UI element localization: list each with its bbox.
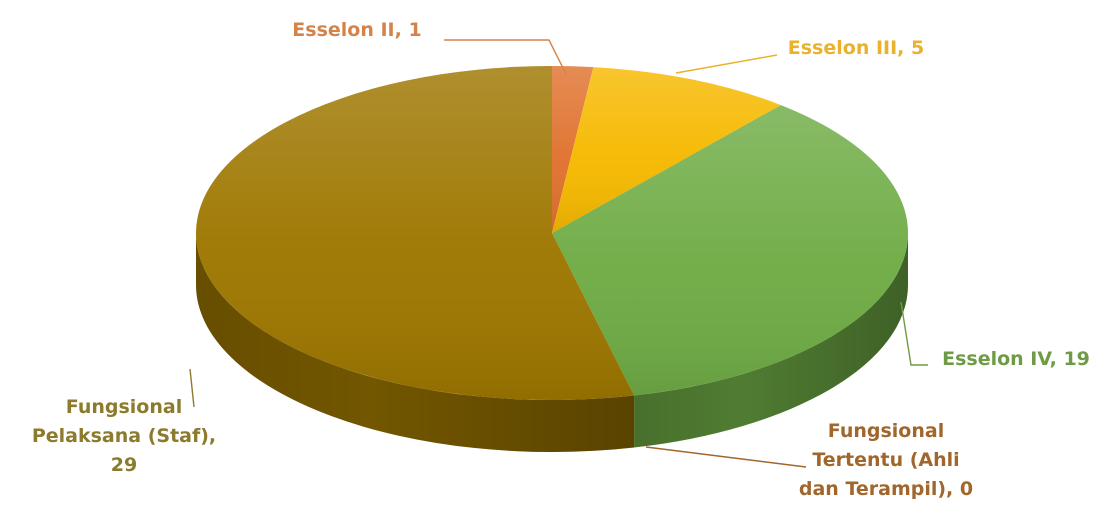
data-label-line-fungsional-pelaksana-staf-1: Fungsional bbox=[66, 396, 182, 418]
data-label-fungsional-pelaksana-staf: Fungsional Pelaksana (Staf), 29 bbox=[32, 396, 216, 476]
pie-slice-side-shade-esselon-iv bbox=[634, 233, 909, 448]
data-label-line-esselon-iv-1: Esselon IV, 19 bbox=[942, 348, 1090, 370]
data-label-esselon-iii: Esselon III, 5 bbox=[788, 37, 924, 59]
data-label-line-fungsional-tertentu-ahli-dan-terampil-3: dan Terampil), 0 bbox=[799, 478, 973, 500]
leader-line-fungsional-tertentu-ahli-dan-terampil bbox=[645, 446, 807, 468]
pie-slice-sheen-esselon-iii bbox=[552, 67, 781, 233]
pie-slice-side-shade-fungsional-pelaksana-staf bbox=[196, 233, 635, 453]
data-label-fungsional-tertentu-ahli-dan-terampil: Fungsional Tertentu (Ahli dan Terampil), 0 bbox=[799, 420, 973, 500]
leader-line-esselon-ii bbox=[444, 39, 567, 75]
data-label-line-fungsional-tertentu-ahli-dan-terampil-1: Fungsional bbox=[828, 420, 944, 442]
data-label-esselon-ii: Esselon II, 1 bbox=[292, 19, 421, 41]
leader-lines bbox=[189, 39, 928, 468]
data-label-esselon-iv: Esselon IV, 19 bbox=[942, 348, 1090, 370]
pie-top-layer bbox=[196, 66, 909, 400]
pie-side-layer bbox=[196, 233, 909, 453]
data-labels: Esselon II, 1 Esselon III, 5 Esselon IV, 1… bbox=[32, 19, 1090, 500]
leader-line-esselon-iv bbox=[900, 301, 928, 366]
pie-slice-sheen-fungsional-pelaksana-staf bbox=[196, 66, 635, 400]
leader-line-esselon-iii bbox=[675, 54, 778, 74]
data-label-line-fungsional-pelaksana-staf-3: 29 bbox=[111, 454, 137, 476]
data-label-line-esselon-ii-1: Esselon II, 1 bbox=[292, 19, 421, 41]
leader-line-fungsional-pelaksana-staf bbox=[189, 368, 195, 408]
pie-slice-sheen-esselon-iv bbox=[552, 105, 909, 396]
data-label-line-fungsional-pelaksana-staf-2: Pelaksana (Staf), bbox=[32, 425, 216, 447]
data-label-line-esselon-iii-1: Esselon III, 5 bbox=[788, 37, 924, 59]
data-label-line-fungsional-tertentu-ahli-dan-terampil-2: Tertentu (Ahli bbox=[812, 449, 959, 471]
pie-slice-sheen-esselon-ii bbox=[552, 66, 594, 233]
